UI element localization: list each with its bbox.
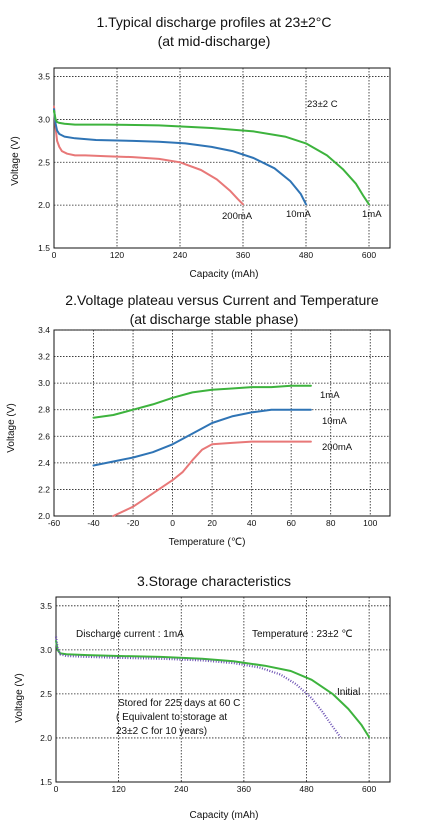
chart3-ylabel: Voltage (V) — [14, 673, 25, 722]
chart1-ytick-label: 1.5 — [38, 243, 50, 253]
chart3-ytick-label: 2.0 — [40, 733, 52, 743]
chart2-ytick-label: 2.0 — [38, 511, 50, 521]
chart2-ylabel: Voltage (V) — [6, 403, 17, 452]
chart2-ytick-label: 2.4 — [38, 458, 50, 468]
chart2-ytick-label: 2.8 — [38, 405, 50, 415]
chart3-temperature: Temperature : 23±2 ℃ — [252, 629, 353, 640]
chart2-xtick-label: 40 — [247, 518, 257, 528]
chart1-title-line1: 1.Typical discharge profiles at 23±2°C — [96, 14, 332, 30]
chart2-label-1ma: 1mA — [320, 390, 340, 401]
chart1-xtick-label: 120 — [110, 250, 124, 260]
chart3-ytick-label: 3.0 — [40, 645, 52, 655]
chart2-xtick-label: 20 — [207, 518, 217, 528]
chart3: 0 120 240 360 480 600 1.5 2.0 2.5 3.0 3.5 — [40, 596, 391, 794]
chart3-xtick-label: 360 — [237, 784, 251, 794]
chart2-series-2 — [112, 440, 312, 517]
chart3-series-1 — [54, 636, 342, 738]
chart2-ytick-label: 2.6 — [38, 431, 50, 441]
chart3-title: 3.Storage characteristics — [136, 573, 292, 589]
chart1-xtick-label: 240 — [173, 250, 187, 260]
chart2-series-0 — [92, 384, 312, 419]
chart1-ylabel: Voltage (V) — [10, 136, 21, 185]
chart1-ytick-label: 3.0 — [38, 114, 50, 124]
chart3-stored-line2: ( Equivalent to storage at — [116, 712, 227, 723]
chart2-ytick-label: 2.2 — [38, 484, 50, 494]
chart1-xlabel: Capacity (mAh) — [190, 269, 259, 280]
chart3-xtick-label: 120 — [112, 784, 126, 794]
chart1-xtick-label: 480 — [299, 250, 313, 260]
chart1-xtick-label: 360 — [236, 250, 250, 260]
chart2-xtick-label: 0 — [170, 518, 175, 528]
chart3-xtick-label: 600 — [362, 784, 376, 794]
chart2-xtick-label: 60 — [286, 518, 296, 528]
chart3-frame — [55, 596, 391, 783]
chart3-discharge-current: Discharge current : 1mA — [76, 629, 184, 640]
chart3-stored-line3: 23±2 C for 10 years) — [116, 726, 207, 737]
chart2-title-line2: (at discharge stable phase) — [129, 311, 299, 327]
chart1-series-0 — [53, 105, 244, 206]
chart1-annotation: 23±2 C — [307, 99, 338, 110]
chart1-label-10ma: 10mA — [286, 209, 311, 220]
chart1-series-1 — [53, 108, 307, 206]
chart1-label-200ma: 200mA — [222, 211, 253, 222]
chart3-xlabel: Capacity (mAh) — [190, 810, 259, 821]
chart2-xtick-label: -40 — [87, 518, 100, 528]
chart3-xtick-label: 0 — [54, 784, 59, 794]
chart3-stored-line1: Stored for 225 days at 60 C — [118, 698, 240, 709]
chart1-xtick-label: 600 — [362, 250, 376, 260]
chart1-ytick-label: 3.5 — [38, 72, 50, 82]
chart3-label-initial: Initial — [337, 687, 360, 698]
chart2-xtick-label: 80 — [326, 518, 336, 528]
chart2-ytick-label: 3.0 — [38, 378, 50, 388]
chart2-label-200ma: 200mA — [322, 442, 353, 453]
chart3-ytick-label: 3.5 — [40, 601, 52, 611]
chart2-xtick-label: 100 — [363, 518, 377, 528]
chart2-xlabel: Temperature (℃) — [169, 537, 246, 548]
chart3-ytick-label: 2.5 — [40, 689, 52, 699]
chart2-title-line1: 2.Voltage plateau versus Current and Tem… — [65, 292, 379, 308]
chart3-series-0 — [55, 640, 371, 739]
chart2-label-10ma: 10mA — [322, 416, 347, 427]
chart1-ytick-label: 2.5 — [38, 157, 50, 167]
chart2-xtick-label: -20 — [127, 518, 140, 528]
chart3-xtick-label: 480 — [299, 784, 313, 794]
chart2-ytick-label: 3.4 — [38, 325, 50, 335]
chart1-label-1ma: 1mA — [362, 209, 382, 220]
chart1-ytick-label: 2.0 — [38, 200, 50, 210]
chart1-title-line2: (at mid-discharge) — [157, 33, 271, 49]
chart1-series-2 — [53, 109, 370, 206]
chart2-xtick-label: -60 — [48, 518, 61, 528]
chart2-ytick-label: 3.2 — [38, 352, 50, 362]
chart1-xtick-label: 0 — [52, 250, 57, 260]
chart1: 0 120 240 360 480 600 1.5 2.0 2.5 3.0 3.5 — [38, 67, 391, 260]
chart3-xtick-label: 240 — [174, 784, 188, 794]
chart1-frame — [53, 67, 391, 249]
chart3-ytick-label: 1.5 — [40, 777, 52, 787]
chart2: -60 -40 -20 0 20 40 60 80 100 2.0 2.2 2.4 2.6 2.8 3.0 3… — [38, 325, 391, 528]
chart2-series-1 — [92, 408, 312, 467]
